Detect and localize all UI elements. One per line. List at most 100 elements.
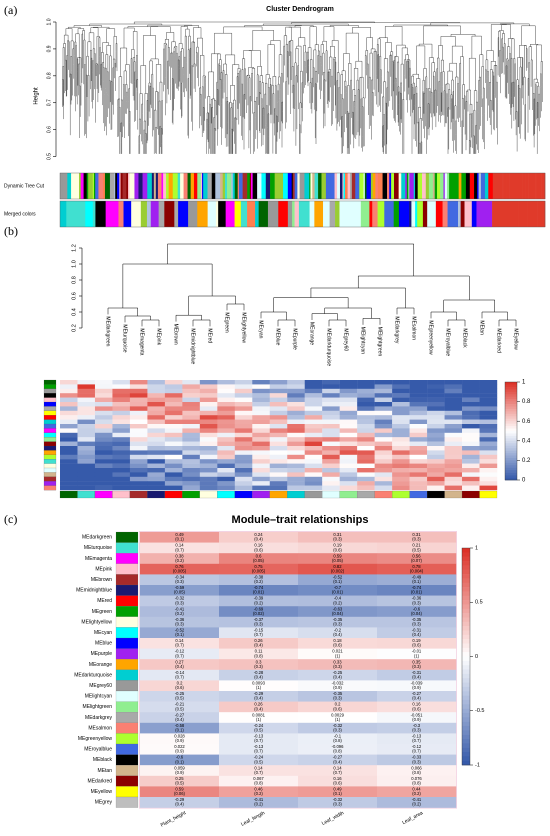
heat-cell [219,574,299,586]
heat-cell [129,402,148,407]
heat-cell [129,450,148,455]
heat-cell [94,380,113,385]
heat-cell [234,424,253,429]
heat-cell [164,384,183,389]
heat-cell [427,397,445,403]
heat-cell [60,397,78,403]
heat-cell [164,446,183,451]
col-color [427,490,445,499]
heat-cell [374,476,393,482]
cell-value: -0.6 [413,606,421,611]
cell-pvalue: (0.3) [333,696,342,701]
cell-value: 0.25 [175,776,184,781]
colorbar-step [462,699,470,705]
colorbar-step [462,604,470,610]
heat-cell [252,450,270,455]
heat-cell [304,410,323,416]
heat-cell [182,388,201,394]
row-color [43,445,57,451]
heat-cell [444,481,463,486]
heat-cell [112,481,131,486]
colorbar-step [462,673,470,679]
heat-cell [94,402,113,407]
heat-cell [252,472,270,477]
cell-pvalue: (0.005) [252,569,266,574]
heat-cell [182,468,201,473]
row-color [43,450,57,456]
heat-cell [479,441,498,447]
heat-cell [357,393,375,398]
heat-cell [147,415,166,420]
heat-cell [287,472,305,477]
heat-cell [298,542,378,554]
heat-cell [234,476,253,482]
heat-cell [140,574,220,586]
color-stripe [511,201,519,227]
heat-cell [60,428,78,433]
cell-value: 0.16 [412,702,421,707]
color-stripe [492,201,497,227]
cell-pvalue: (0.3) [412,759,421,764]
colorbar-step [462,751,470,757]
colorbar-step [505,435,517,439]
heat-cell [304,472,323,477]
heat-cell [374,446,393,451]
cell-value: 0.26 [254,638,263,643]
color-stripe [309,201,315,227]
color-stripe [120,173,123,199]
cell-pvalue: (0.6) [175,685,184,690]
row-label: MElightcyan [85,694,112,700]
heat-cell [147,410,166,416]
colorbar-step [462,691,470,696]
heat-cell [140,585,220,596]
heat-cell [164,481,183,486]
cell-pvalue: (0.005) [173,569,187,574]
heat-cell [252,415,270,420]
heat-cell [94,476,113,482]
color-stripe [211,173,216,199]
colorbar-step [505,431,517,434]
row-color [115,574,139,586]
cell-value: 0.49 [333,787,342,792]
color-stripe [351,173,356,199]
cell-pvalue: (0.5) [412,547,421,552]
cell-value: -0.24 [254,755,264,760]
cell-value: -0.39 [254,596,264,601]
column-label: Leaf_width [321,810,345,827]
heat-cell [112,446,131,451]
leaf-label: MEpink [156,328,162,345]
color-stripe [115,201,119,227]
colorbar-step [462,561,470,566]
color-stripe [312,173,315,199]
y-tick-label: 0.4 [71,308,77,316]
color-stripe [274,173,280,199]
heat-cell [339,472,358,477]
dendrogram-branch [481,311,508,320]
heat-cell [479,472,498,477]
heat-cell [444,428,463,433]
cell-pvalue: (0.5) [175,696,184,701]
cell-value: -0.4 [334,596,342,601]
colorbar-tick-label: 0.4 [522,438,531,444]
colorbar-step [505,455,517,459]
heat-cell [217,476,235,482]
col-color [59,490,78,499]
cell-pvalue: (0.1) [333,791,342,796]
heat-cell [199,415,218,420]
heat-cell [112,380,131,385]
color-stripe [527,201,538,227]
color-stripe [325,173,332,199]
heat-cell [409,476,428,482]
color-stripe [309,173,311,199]
dendrogram-branch [362,318,381,325]
heat-cell [234,402,253,407]
color-stripe [314,173,319,199]
color-stripe [444,173,448,199]
colorbar-step [462,600,470,605]
heat-cell [374,410,393,416]
heat-cell [287,468,305,473]
heat-cell [479,402,498,407]
heat-cell [252,468,270,473]
color-stripe [434,173,438,199]
heat-cell [94,419,113,425]
